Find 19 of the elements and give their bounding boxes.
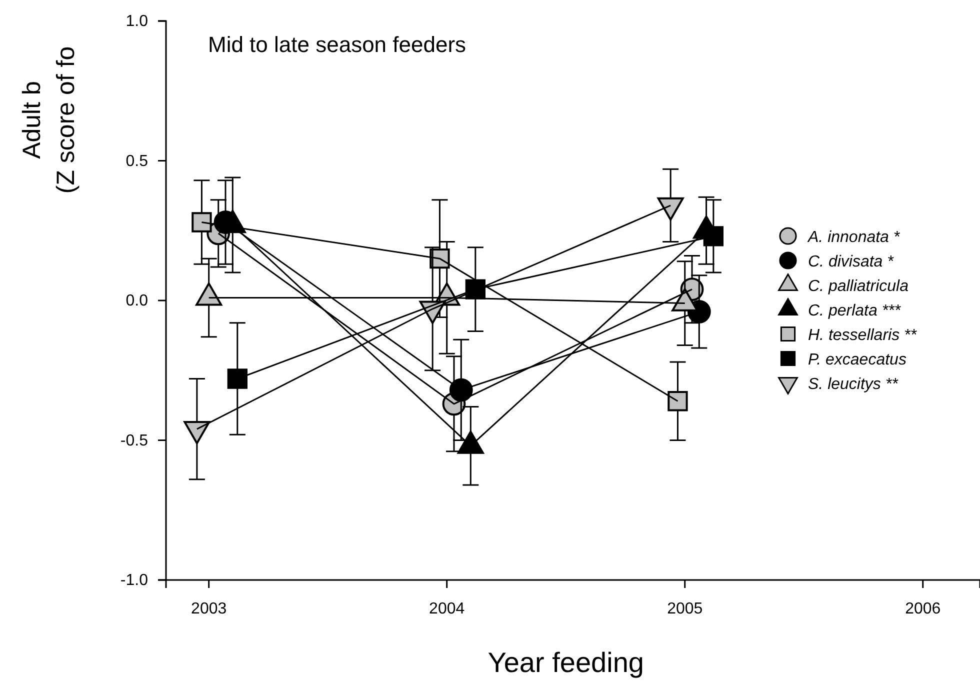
legend-label: A. innonata * xyxy=(807,229,900,246)
y-tick-label: 0.0 xyxy=(126,292,148,310)
y-tick-label: 0.5 xyxy=(126,152,148,170)
y-tick-label: -1.0 xyxy=(120,572,148,590)
y-axis-title: Adult b (Z score of fo xyxy=(18,46,80,194)
y-tick-label: -0.5 xyxy=(120,432,148,450)
x-tick-label: 2003 xyxy=(191,600,227,618)
legend-label: C. perlata *** xyxy=(808,302,902,320)
x-tick-label: 2006 xyxy=(905,600,941,618)
x-axis-title: Year feeding xyxy=(488,647,644,678)
legend-label: C. divisata * xyxy=(808,254,894,270)
legend-label: P. excaecatus xyxy=(808,352,906,368)
text: Mid to late season feeders xyxy=(208,32,466,57)
x-tick-label: 2005 xyxy=(667,600,703,618)
legend-label: S. leucitys ** xyxy=(808,376,899,393)
legend-label: C. palliatricula xyxy=(808,278,909,295)
legend-label: H. tessellaris ** xyxy=(808,327,918,344)
y-tick-label: 1.0 xyxy=(126,13,148,30)
x-tick-label: 2004 xyxy=(429,600,465,618)
